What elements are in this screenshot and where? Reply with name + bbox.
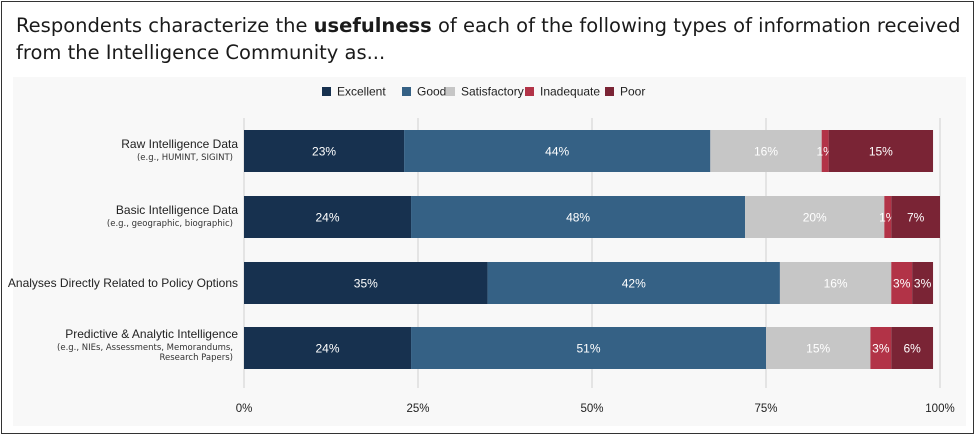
bar-segment <box>779 262 892 304</box>
title-line1-rest: of each of the following types of inform… <box>431 14 961 37</box>
title-emphasis: usefulness <box>313 14 432 37</box>
data-label: 15% <box>869 145 893 159</box>
data-label: 51% <box>577 342 601 356</box>
bar-segment <box>244 327 412 369</box>
bar-segment <box>244 130 405 172</box>
category-sublabel: (e.g., geographic, biographic) <box>107 219 233 229</box>
title-line-2: from the Intelligence Community as... <box>16 41 386 64</box>
data-label: 42% <box>622 277 646 291</box>
bar-segment <box>766 327 871 369</box>
data-label: 6% <box>903 342 921 356</box>
data-label: 48% <box>566 211 590 225</box>
legend-label: Excellent <box>337 85 386 99</box>
x-tick-label: 75% <box>754 403 777 415</box>
page-title: Respondents characterize the usefulness … <box>16 12 966 66</box>
bar-segment <box>487 262 780 304</box>
data-label: 24% <box>316 211 340 225</box>
data-label: 20% <box>803 211 827 225</box>
legend-swatch <box>525 87 534 96</box>
bar-segment <box>411 327 766 369</box>
data-label: 7% <box>907 211 925 225</box>
bar-segment <box>828 130 934 172</box>
bar-segment <box>891 196 940 238</box>
legend-swatch <box>322 87 331 96</box>
title-prefix: Respondents characterize the <box>16 14 314 37</box>
bar-segment <box>404 130 711 172</box>
category-label: Basic Intelligence Data <box>116 203 238 217</box>
bar-segment <box>912 262 934 304</box>
x-tick-label: 50% <box>580 403 603 415</box>
bar-segment <box>891 327 934 369</box>
legend-label: Inadequate <box>540 85 600 99</box>
legend-swatch <box>605 87 614 96</box>
data-label: 3% <box>872 342 890 356</box>
bar-segment <box>821 130 829 172</box>
bar-segment <box>411 196 746 238</box>
data-label: 23% <box>312 145 336 159</box>
legend-swatch <box>446 87 455 96</box>
legend-swatch <box>402 87 411 96</box>
bar-segment <box>710 130 822 172</box>
bar-segment <box>870 327 892 369</box>
title-line-1: Respondents characterize the usefulness … <box>16 12 966 39</box>
category-sublabel: Research Papers) <box>159 353 233 363</box>
category-sublabel: (e.g., NIEs, Assessments, Memorandums, <box>57 343 233 353</box>
data-label: 16% <box>754 145 778 159</box>
data-label: 15% <box>806 342 830 356</box>
bar-segment <box>244 196 412 238</box>
data-label: 16% <box>824 277 848 291</box>
legend-label: Good <box>417 85 446 99</box>
bar-segment <box>891 262 913 304</box>
bar-segment <box>244 262 488 304</box>
bar-segment <box>884 196 892 238</box>
category-label: Predictive & Analytic Intelligence <box>65 327 238 341</box>
bar-segment <box>745 196 885 238</box>
legend-label: Satisfactory <box>461 85 524 99</box>
data-label: 3% <box>893 277 911 291</box>
x-tick-label: 0% <box>236 403 253 415</box>
x-tick-label: 100% <box>925 403 954 415</box>
category-label: Analyses Directly Related to Policy Opti… <box>8 276 238 290</box>
category-sublabel: (e.g., HUMINT, SIGINT) <box>137 153 233 163</box>
data-label: 24% <box>316 342 340 356</box>
x-tick-label: 25% <box>406 403 429 415</box>
category-label: Raw Intelligence Data <box>121 137 238 151</box>
data-label: 3% <box>914 277 932 291</box>
legend-label: Poor <box>620 85 645 99</box>
data-label: 35% <box>354 277 378 291</box>
data-label: 44% <box>545 145 569 159</box>
